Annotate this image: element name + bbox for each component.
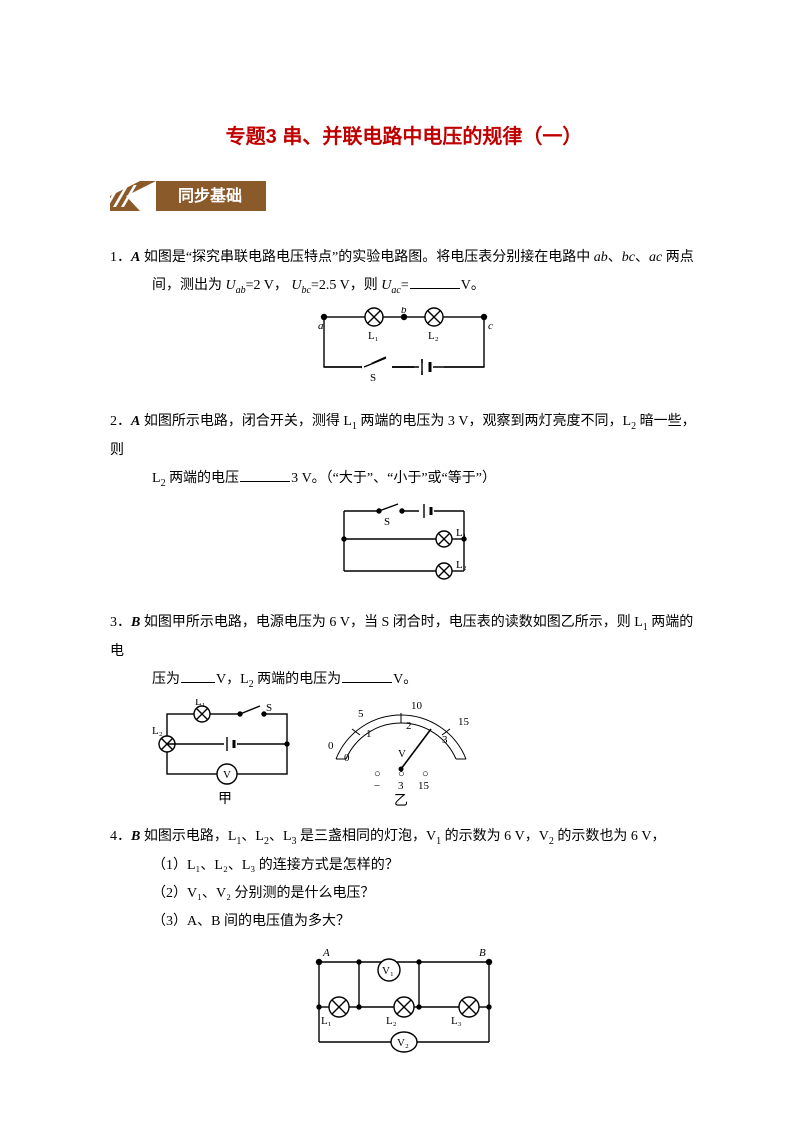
- q1-ab: ab: [594, 250, 608, 265]
- svg-text:L₂: L₂: [456, 559, 467, 571]
- svg-text:甲: 甲: [218, 792, 232, 807]
- svg-text:a: a: [318, 320, 324, 332]
- svg-text:L₁: L₁: [321, 1015, 332, 1027]
- svg-text:−: −: [374, 780, 380, 792]
- question-2: 2．A 如图所示电路，闭合开关，测得 L1 两端的电压为 3 V，观察到两灯亮度…: [110, 408, 698, 596]
- q1-ac: ac: [649, 250, 662, 265]
- svg-text:B: B: [479, 947, 486, 959]
- q1-blank: [410, 273, 460, 289]
- svg-text:L₂: L₂: [152, 725, 163, 737]
- q3-blank2: [342, 667, 392, 683]
- svg-text:A: A: [322, 947, 330, 959]
- svg-text:15: 15: [458, 716, 470, 728]
- q4-num: 4．: [110, 829, 131, 844]
- svg-text:○: ○: [374, 768, 381, 780]
- q2-num: 2．: [110, 414, 131, 429]
- svg-text:S: S: [384, 516, 390, 528]
- q4-p3: （3）A、B 间的电压值为多大？: [110, 908, 698, 936]
- q2-difficulty: A: [131, 414, 140, 429]
- q4-difficulty: B: [131, 829, 140, 844]
- q1-circuit: a b c L₁ L₂ S: [304, 307, 504, 383]
- q4-figure: A B V₁ V₂ L₁ L₂ L₃: [110, 942, 698, 1073]
- svg-text:V₂: V₂: [397, 1037, 409, 1049]
- q3-meter-right: 0 5 10 15 0 1 2 3 V ○ ○ ○ − 3 15 乙: [316, 699, 486, 809]
- svg-text:乙: 乙: [394, 793, 408, 809]
- svg-text:L₃: L₃: [451, 1015, 462, 1027]
- svg-text:L₂: L₂: [386, 1015, 397, 1027]
- q1-figure: a b c L₁ L₂ S: [110, 307, 698, 394]
- svg-text:b: b: [401, 307, 407, 316]
- q4-p2: （2）V₁、V₂ 分别测的是什么电压？: [110, 880, 698, 908]
- q1-line2a: 间，测出为: [152, 278, 226, 293]
- q2-circuit: S L₁ L₂: [324, 499, 484, 584]
- svg-text:L₁: L₁: [456, 527, 467, 539]
- page-title: 专题3 串、并联电路中电压的规律（一）: [110, 120, 698, 149]
- question-3: 3．B 如图甲所示电路，电源电压为 6 V，当 S 闭合时，电压表的读数如图乙所…: [110, 609, 698, 809]
- svg-text:5: 5: [358, 708, 364, 720]
- svg-text:c: c: [488, 320, 493, 332]
- svg-text:15: 15: [418, 780, 430, 792]
- svg-text:L₁: L₁: [195, 699, 206, 708]
- section-banner: 同步基础: [110, 181, 698, 216]
- question-4: 4．B 如图示电路，L1、L2、L3 是三盏相同的灯泡，V1 的示数为 6 V，…: [110, 823, 698, 1073]
- svg-text:○: ○: [398, 768, 405, 780]
- q1-num: 1．: [110, 250, 131, 265]
- q3-difficulty: B: [131, 615, 140, 630]
- svg-text:0: 0: [344, 752, 350, 764]
- svg-text:S: S: [370, 372, 376, 383]
- q3-blank1: [181, 667, 215, 683]
- q1-text-a: 如图是“探究串联电路电压特点”的实验电路图。将电压表分别接在电路中: [144, 250, 594, 265]
- svg-text:V₁: V₁: [382, 965, 394, 977]
- q1-text-b: 两点: [662, 250, 694, 265]
- q4-circuit: A B V₁ V₂ L₁ L₂ L₃: [299, 942, 509, 1062]
- svg-text:0: 0: [328, 740, 334, 752]
- svg-text:3: 3: [442, 734, 448, 746]
- q2-blank: [240, 465, 290, 481]
- q3-num: 3．: [110, 615, 131, 630]
- banner-text: 同步基础: [178, 186, 242, 205]
- svg-text:L₁: L₁: [368, 330, 379, 342]
- svg-text:S: S: [266, 702, 272, 714]
- q3-circuit-left: L₁ L₂ S V 甲: [152, 699, 302, 809]
- page: 专题3 串、并联电路中电压的规律（一） 同步基础 1．A 如图是“探究串联电路电…: [0, 0, 793, 1147]
- question-1: 1．A 如图是“探究串联电路电压特点”的实验电路图。将电压表分别接在电路中 ab…: [110, 244, 698, 394]
- svg-text:V: V: [398, 748, 406, 760]
- svg-text:10: 10: [411, 700, 423, 712]
- svg-text:○: ○: [422, 768, 429, 780]
- q2-figure: S L₁ L₂: [110, 499, 698, 595]
- banner-svg: 同步基础: [110, 181, 310, 211]
- svg-text:L₂: L₂: [428, 330, 439, 342]
- svg-text:1: 1: [366, 728, 372, 740]
- q3-figures: L₁ L₂ S V 甲: [152, 699, 698, 809]
- svg-text:V: V: [223, 769, 231, 781]
- q4-p1: （1）L₁、L₂、L₃ 的连接方式是怎样的？: [110, 852, 698, 880]
- svg-text:3: 3: [398, 780, 404, 792]
- q1-difficulty: A: [131, 250, 140, 265]
- svg-text:2: 2: [406, 720, 412, 732]
- q1-bc: bc: [622, 250, 635, 265]
